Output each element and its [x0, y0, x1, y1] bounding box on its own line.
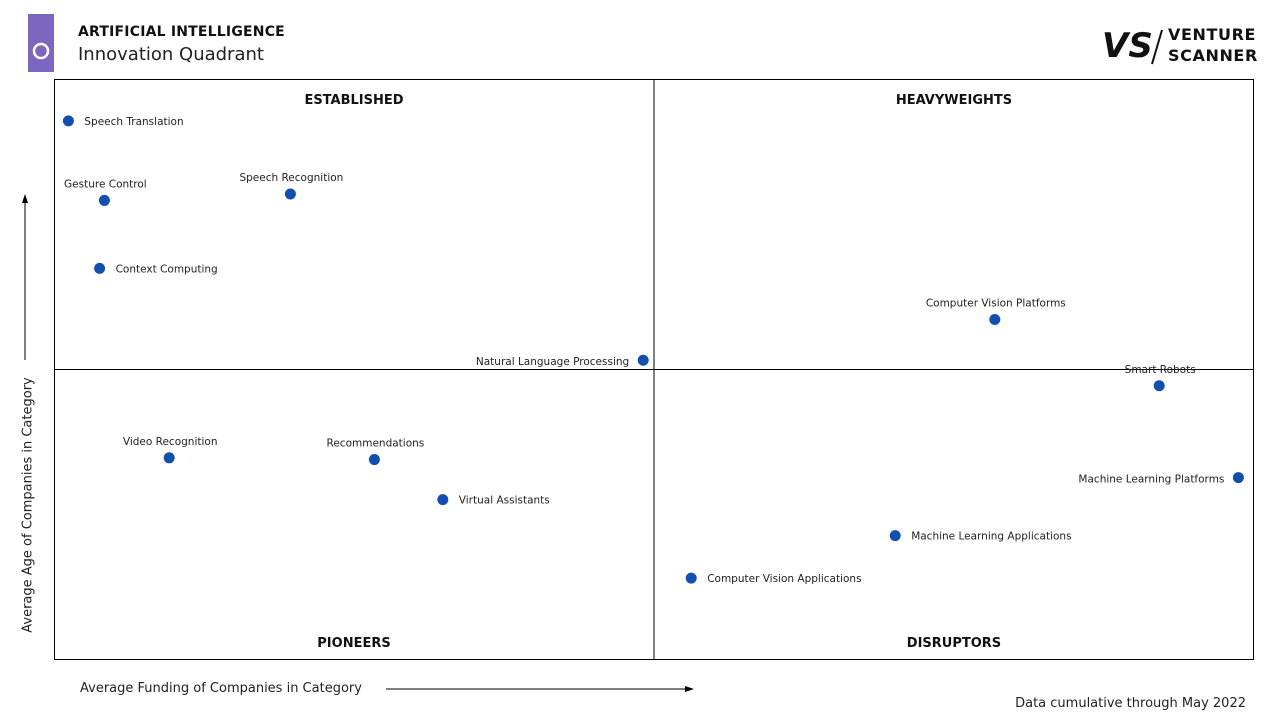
data-point [163, 452, 175, 464]
data-point [368, 454, 380, 466]
chart-frame [54, 79, 1254, 660]
brand-line1: VENTURE [1168, 25, 1257, 44]
axis-arrows [22, 194, 694, 692]
data-point [1153, 380, 1165, 392]
logo-ring-icon [28, 14, 54, 72]
quadrant-label-disruptors: DISRUPTORS [907, 636, 1001, 651]
data-point-label: Gesture Control [64, 178, 147, 190]
x-axis-label: Average Funding of Companies in Category [80, 681, 362, 696]
data-point-label: Machine Learning Platforms [1078, 474, 1224, 486]
data-point [889, 530, 901, 542]
data-point [989, 314, 1001, 326]
data-point-label: Computer Vision Applications [707, 573, 861, 585]
x-axis-arrow-head-icon [685, 686, 694, 692]
data-point-label: Machine Learning Applications [911, 531, 1071, 543]
footnote: Data cumulative through May 2022 [1015, 696, 1246, 711]
data-point-label: Recommendations [327, 438, 425, 450]
brand-mark: VS [1102, 26, 1153, 66]
data-point [685, 572, 697, 584]
data-point [637, 354, 649, 366]
data-point-label: Virtual Assistants [459, 495, 550, 507]
quadrant-label-heavyweights: HEAVYWEIGHTS [896, 93, 1012, 108]
data-point [94, 262, 106, 274]
quadrant-label-established: ESTABLISHED [304, 93, 403, 108]
y-axis-arrow-head-icon [22, 194, 28, 203]
data-point [98, 194, 110, 206]
data-point-label: Computer Vision Platforms [926, 298, 1066, 310]
data-point-label: Video Recognition [123, 436, 218, 448]
data-point-label: Speech Recognition [239, 172, 343, 184]
data-point [437, 494, 449, 506]
header-subtitle: Innovation Quadrant [78, 44, 264, 65]
quadrant-label-pioneers: PIONEERS [317, 636, 390, 651]
data-point-label: Context Computing [116, 263, 218, 275]
data-point-label: Smart Robots [1125, 364, 1196, 376]
data-point-label: Natural Language Processing [476, 356, 629, 368]
data-point [62, 115, 74, 127]
quadrant-labels: ESTABLISHED HEAVYWEIGHTS PIONEERS DISRUPTOR… [304, 93, 1012, 651]
data-point-label: Speech Translation [84, 116, 183, 128]
brand-logo: VS VENTURE SCANNER [1102, 24, 1262, 68]
data-point [1232, 472, 1244, 484]
header-title: ARTIFICIAL INTELLIGENCE [78, 24, 285, 40]
data-point [284, 188, 296, 200]
venture-scanner-logo-icon: VS [1102, 26, 1163, 66]
header-logo-bar [28, 14, 54, 72]
data-points: Speech Translation Gesture Control Speech … [62, 115, 1244, 585]
y-axis-label: Average Age of Companies in Category [20, 377, 36, 633]
brand-line2: SCANNER [1168, 46, 1258, 65]
